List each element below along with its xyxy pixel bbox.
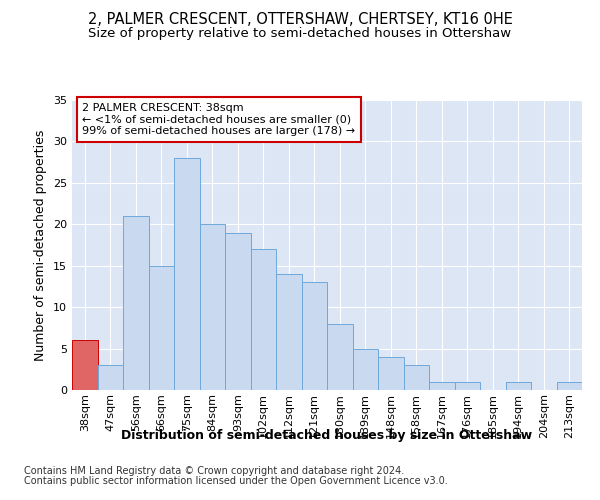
Bar <box>225 232 251 390</box>
Bar <box>149 266 174 390</box>
Bar <box>429 382 455 390</box>
Bar <box>251 249 276 390</box>
Text: Distribution of semi-detached houses by size in Ottershaw: Distribution of semi-detached houses by … <box>121 428 533 442</box>
Text: Contains public sector information licensed under the Open Government Licence v3: Contains public sector information licen… <box>24 476 448 486</box>
Text: Size of property relative to semi-detached houses in Ottershaw: Size of property relative to semi-detach… <box>88 28 512 40</box>
Bar <box>404 365 429 390</box>
Bar <box>455 382 480 390</box>
Text: 2, PALMER CRESCENT, OTTERSHAW, CHERTSEY, KT16 0HE: 2, PALMER CRESCENT, OTTERSHAW, CHERTSEY,… <box>88 12 512 28</box>
Bar <box>557 382 582 390</box>
Text: 2 PALMER CRESCENT: 38sqm
← <1% of semi-detached houses are smaller (0)
99% of se: 2 PALMER CRESCENT: 38sqm ← <1% of semi-d… <box>82 103 355 136</box>
Bar <box>327 324 353 390</box>
Bar <box>174 158 199 390</box>
Bar <box>72 340 97 390</box>
Bar <box>378 357 404 390</box>
Text: Contains HM Land Registry data © Crown copyright and database right 2024.: Contains HM Land Registry data © Crown c… <box>24 466 404 476</box>
Y-axis label: Number of semi-detached properties: Number of semi-detached properties <box>34 130 47 360</box>
Bar <box>123 216 149 390</box>
Bar <box>199 224 225 390</box>
Bar <box>505 382 531 390</box>
Bar <box>302 282 327 390</box>
Bar <box>97 365 123 390</box>
Bar <box>276 274 302 390</box>
Bar <box>353 348 378 390</box>
